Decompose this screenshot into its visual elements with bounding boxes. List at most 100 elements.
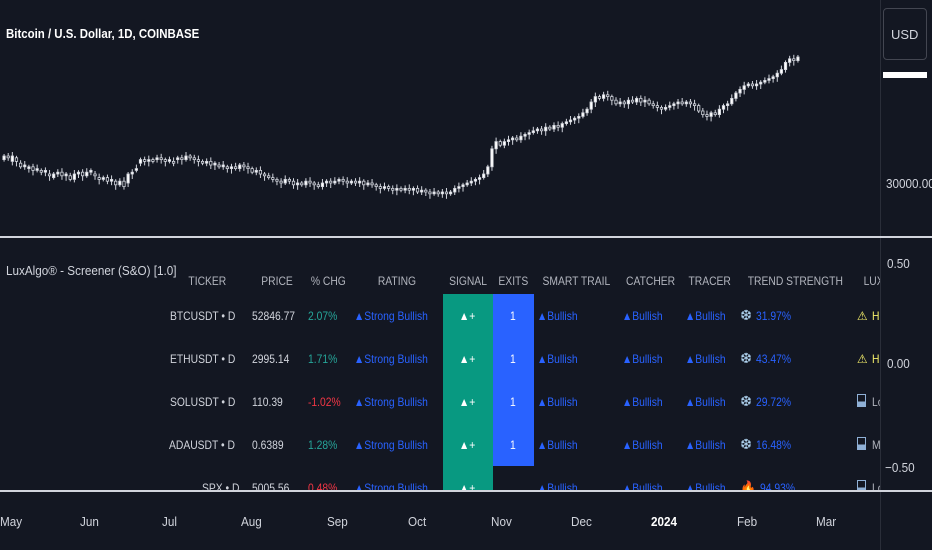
screener-row[interactable]: BTCUSDT • D 52846.77 2.07% ▲Strong Bullish ▲…	[166, 294, 880, 337]
candle-body	[345, 180, 349, 184]
trend-strength-cell: ❆ 29.72%	[737, 380, 854, 423]
tracer-cell: ▲Bullish	[682, 380, 737, 423]
price-cell: 52846.77	[249, 294, 305, 337]
candle-body	[155, 157, 159, 161]
candle-body	[2, 155, 6, 160]
time-scale[interactable]: May Jun Jul Aug Sep Oct Nov Dec 2024 Feb…	[0, 492, 880, 550]
tracer-cell-text: ▲Bullish	[684, 437, 726, 452]
candle-body	[382, 186, 387, 189]
indicator-title[interactable]: LuxAlgo® - Screener (S&O) [1.0]	[6, 263, 177, 278]
candle-body	[52, 173, 56, 178]
candle-body	[672, 103, 676, 107]
ticker-cell: BTCUSDT • D	[166, 294, 249, 337]
candle-body	[544, 126, 548, 132]
candle-body	[151, 159, 155, 162]
volatility-cell-text: High	[871, 308, 880, 323]
price-cell: 2995.14	[249, 337, 305, 380]
volatility-cell: ⚠High	[854, 294, 880, 337]
column-header: TRACER	[688, 274, 731, 288]
candle-body	[19, 162, 23, 168]
candle-body	[444, 191, 449, 195]
rating-cell-text: ▲Strong Bullish	[354, 351, 429, 366]
candle-body	[436, 191, 440, 195]
tracer-cell-text: ▲Bullish	[684, 351, 726, 366]
price-cell: 110.39	[249, 380, 305, 423]
indicator-scale[interactable]: 0.50 0.00 −0.50	[880, 238, 932, 490]
trend-strength-cell-text: 43.47%	[755, 352, 791, 366]
candle-body	[651, 103, 655, 107]
candle-body	[428, 191, 432, 195]
candle-body	[114, 180, 118, 186]
candle-body	[453, 187, 457, 193]
screener-row[interactable]: ETHUSDT • D 2995.14 1.71% ▲Strong Bullish ▲+…	[166, 337, 880, 380]
candlestick-chart	[2, 54, 800, 199]
candle-body	[477, 177, 482, 180]
screener-row[interactable]: SOLUSDT • D 110.39 -1.02% ▲Strong Bullish ▲+…	[166, 380, 880, 423]
candle-body	[258, 169, 263, 175]
price-scale[interactable]	[880, 0, 932, 236]
signal-cell: ▲+	[443, 337, 494, 380]
change-cell-text: 1.28%	[307, 437, 338, 452]
trend-strength-cell-text: 31.97%	[755, 309, 791, 323]
screener-row[interactable]: ADAUSDT • D 0.6389 1.28% ▲Strong Bullish ▲+ 1…	[166, 423, 880, 466]
candle-body	[238, 164, 242, 169]
candle-body	[378, 186, 382, 189]
candle-body	[709, 112, 713, 117]
rating-cell: ▲Strong Bullish	[351, 294, 443, 337]
screener-row[interactable]: SPX • D 5005.56 0.48% ▲Strong Bullish ▲+ ▲Bul…	[166, 466, 880, 490]
candle-body	[548, 126, 552, 130]
column-header: PRICE	[260, 274, 293, 288]
indicator-pane[interactable]: LuxAlgo® - Screener (S&O) [1.0] TICKER PR…	[0, 238, 880, 490]
candle-body	[10, 155, 14, 162]
smart-trail-cell-text: ▲Bullish	[537, 480, 578, 491]
candle-body	[684, 101, 688, 105]
catcher-cell: ▲Bullish	[619, 466, 682, 491]
currency-button[interactable]: USD	[883, 8, 927, 60]
volatility-cell-text: Moderate	[871, 438, 880, 452]
candle-body	[93, 173, 97, 177]
candle-body	[56, 171, 60, 175]
time-label-mar: Mar	[816, 514, 837, 529]
change-cell-text: 2.07%	[307, 308, 338, 323]
ticker-cell: SPX • D	[166, 466, 249, 491]
snowflake-icon: ❆	[740, 393, 752, 409]
low-bar-icon	[856, 394, 866, 407]
candle-body	[767, 78, 771, 81]
candle-body	[721, 105, 726, 110]
candle-body	[664, 107, 668, 110]
main-chart-pane[interactable]: Bitcoin / U.S. Dollar, 1D, COINBASE	[0, 0, 880, 236]
candle-body	[697, 105, 701, 112]
change-cell-text: 1.71%	[307, 351, 338, 366]
candle-body	[676, 101, 680, 105]
rating-cell-text: ▲Strong Bullish	[354, 480, 429, 491]
candle-body	[341, 178, 345, 182]
price-cell-text: 5005.56	[251, 480, 289, 491]
candle-body	[560, 123, 564, 128]
trend-strength-cell: 🔥 94.93%	[737, 466, 854, 491]
candle-body	[754, 83, 759, 87]
candle-body	[618, 101, 622, 105]
candle-body	[374, 184, 378, 188]
pane-separator[interactable]	[0, 236, 932, 238]
candle-body	[39, 169, 43, 173]
candle-body	[515, 137, 519, 141]
volatility-cell: Low	[854, 466, 880, 490]
exit-cell-text: 1	[510, 437, 517, 452]
candle-body	[366, 182, 370, 186]
ticker-cell-text: SOLUSDT • D	[169, 394, 236, 409]
candle-body	[6, 155, 10, 159]
candle-body	[43, 169, 48, 173]
rating-cell-text: ▲Strong Bullish	[354, 308, 429, 323]
candle-body	[333, 180, 337, 184]
candle-body	[573, 117, 577, 121]
candle-body	[461, 184, 465, 188]
candle-body	[759, 81, 763, 85]
candle-body	[610, 96, 614, 101]
change-cell: 2.07%	[305, 294, 352, 337]
candle-body	[788, 58, 792, 63]
candle-body	[386, 186, 391, 189]
column-header: % CHG	[310, 274, 346, 288]
candle-body	[81, 171, 85, 177]
time-separator	[0, 490, 932, 492]
candle-body	[750, 83, 755, 87]
